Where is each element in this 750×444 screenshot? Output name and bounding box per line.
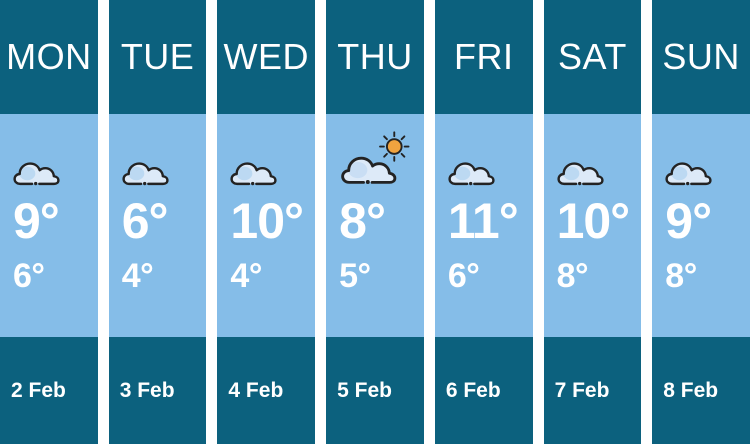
weather-icon-box	[13, 122, 98, 186]
day-forecast: 10° 4°	[217, 114, 316, 337]
sun-behind-cloud-icon	[341, 131, 410, 184]
day-name: TUE	[108, 0, 207, 114]
low-temperature: 5°	[339, 257, 371, 295]
day-name: WED	[217, 0, 316, 114]
day-column[interactable]: SUN 9° 8° 8 Feb	[652, 0, 750, 444]
weather-icon-box	[230, 122, 315, 186]
white-cloud-icon	[122, 162, 169, 185]
day-date: 4 Feb	[217, 337, 316, 444]
high-temperature: 9°	[665, 193, 712, 249]
white-cloud-icon	[448, 162, 495, 185]
day-forecast: 9° 8°	[652, 114, 750, 337]
weather-icon-box	[122, 122, 207, 186]
day-name: MON	[0, 0, 98, 114]
low-temperature: 6°	[13, 257, 45, 295]
high-temperature: 11°	[447, 193, 519, 249]
day-column[interactable]: THU	[326, 0, 424, 444]
low-temperature: 6°	[447, 257, 480, 295]
low-temperature: 4°	[230, 257, 262, 295]
high-temperature: 10°	[230, 193, 304, 249]
low-temperature: 8°	[556, 257, 589, 295]
white-cloud-icon	[13, 162, 60, 185]
day-date: 7 Feb	[543, 337, 642, 444]
day-name: SAT	[543, 0, 642, 114]
day-column[interactable]: TUE 6° 4° 3 Feb	[108, 0, 207, 444]
day-column[interactable]: SAT 10° 8° 7 Feb	[543, 0, 642, 444]
weather-icon-box	[448, 122, 533, 186]
day-forecast: 6° 4°	[108, 114, 207, 337]
weather-icon-box	[665, 122, 750, 186]
day-date: 5 Feb	[326, 337, 424, 444]
day-name: FRI	[434, 0, 533, 114]
day-forecast: 8° 5°	[326, 114, 424, 337]
day-date: 2 Feb	[0, 337, 98, 444]
day-column[interactable]: WED 10° 4° 4 Feb	[217, 0, 316, 444]
low-temperature: 8°	[665, 257, 697, 295]
white-cloud-icon	[556, 162, 604, 185]
day-date: 3 Feb	[108, 337, 207, 444]
day-forecast: 11° 6°	[434, 114, 533, 337]
weather-icon-box	[339, 122, 424, 186]
white-cloud-icon	[230, 162, 278, 185]
high-temperature: 6°	[121, 193, 169, 249]
day-date: 8 Feb	[652, 337, 750, 444]
low-temperature: 4°	[121, 257, 154, 295]
day-date: 6 Feb	[434, 337, 533, 444]
day-forecast: 10° 8°	[543, 114, 642, 337]
day-column[interactable]: MON 9° 6° 2 Feb	[0, 0, 98, 444]
day-name: SUN	[652, 0, 750, 114]
weather-icon-box	[556, 122, 642, 186]
white-cloud-icon	[665, 162, 712, 185]
day-forecast: 9° 6°	[0, 114, 98, 337]
high-temperature: 10°	[556, 193, 631, 249]
high-temperature: 9°	[13, 193, 60, 249]
high-temperature: 8°	[339, 193, 386, 249]
day-name: THU	[326, 0, 424, 114]
day-column[interactable]: FRI 11° 6° 6 Feb	[434, 0, 533, 444]
